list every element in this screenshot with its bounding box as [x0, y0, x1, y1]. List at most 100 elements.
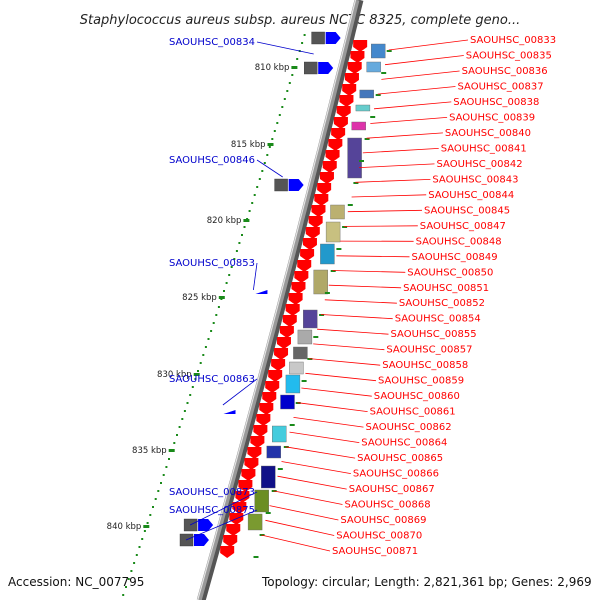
gene-tick — [342, 226, 348, 228]
kbp-label: 835 kbp — [132, 446, 167, 456]
scale-dot — [202, 354, 205, 356]
gene-label-reverse[interactable]: SAOUHSC_00838 — [453, 97, 539, 108]
reverse-gene-arrow — [339, 95, 354, 107]
gene-label-reverse[interactable]: SAOUHSC_00871 — [332, 546, 418, 557]
gene-label-reverse[interactable]: SAOUHSC_00852 — [399, 298, 485, 309]
annotation-block — [289, 361, 304, 375]
gene-label-reverse[interactable]: SAOUHSC_00845 — [424, 205, 510, 216]
annotation-block — [359, 89, 374, 99]
annotation-block — [280, 394, 295, 410]
gene-label-forward[interactable]: SAOUHSC_00875 — [169, 505, 255, 516]
gene-label-reverse[interactable]: SAOUHSC_00860 — [374, 391, 460, 402]
reverse-gene-arrow — [333, 117, 348, 129]
gene-label-forward[interactable]: SAOUHSC_00853 — [169, 258, 255, 269]
gene-label-reverse[interactable]: SAOUHSC_00859 — [378, 376, 464, 387]
gene-label-reverse[interactable]: SAOUHSC_00870 — [336, 531, 422, 542]
gene-label-reverse[interactable]: SAOUHSC_00837 — [458, 82, 544, 93]
gene-tick — [359, 160, 364, 162]
gene-label-reverse[interactable]: SAOUHSC_00849 — [412, 252, 498, 263]
leader-line — [388, 39, 469, 51]
scale-dot — [130, 570, 133, 572]
gene-tick — [265, 512, 271, 514]
gene-label-forward[interactable]: SAOUHSC_00863 — [169, 374, 255, 385]
gene-label-reverse[interactable]: SAOUHSC_00858 — [382, 360, 468, 371]
reverse-gene-arrow — [223, 535, 238, 547]
leader-line — [289, 431, 360, 443]
scale-dot — [197, 370, 199, 372]
gene-tick — [319, 314, 325, 316]
reverse-gene-arrow — [259, 403, 274, 415]
scale-dot — [301, 42, 304, 44]
gene-label-reverse[interactable]: SAOUHSC_00843 — [432, 174, 518, 185]
map-title: Staphylococcus aureus subsp. aureus NCTC… — [80, 13, 521, 28]
gene-label-reverse[interactable]: SAOUHSC_00850 — [407, 267, 493, 278]
gene-label-reverse[interactable]: SAOUHSC_00840 — [445, 128, 531, 139]
reverse-gene-arrow — [265, 381, 280, 393]
annotation-block — [355, 104, 371, 112]
leader-line — [320, 314, 393, 320]
reverse-gene-arrow — [336, 106, 351, 118]
leader-line — [253, 262, 258, 291]
gene-label-reverse[interactable]: SAOUHSC_00841 — [441, 143, 527, 154]
gene-label-reverse[interactable]: SAOUHSC_00833 — [470, 35, 556, 46]
scale-dot — [135, 554, 138, 556]
gene-label-reverse[interactable]: SAOUHSC_00842 — [437, 159, 523, 170]
accession-label: Accession: NC_007795 — [8, 575, 144, 589]
gene-label-reverse[interactable]: SAOUHSC_00844 — [428, 190, 514, 201]
gene-label-reverse[interactable]: SAOUHSC_00847 — [420, 221, 506, 232]
gene-tick — [353, 182, 359, 184]
gene-label-reverse[interactable]: SAOUHSC_00865 — [357, 453, 443, 464]
reverse-gene-arrow — [328, 139, 343, 151]
scale-dot — [154, 498, 157, 500]
gene-label-reverse[interactable]: SAOUHSC_00864 — [361, 438, 447, 449]
gene-label-reverse[interactable]: SAOUHSC_00848 — [416, 236, 502, 247]
gene-label-reverse[interactable]: SAOUHSC_00866 — [353, 469, 439, 480]
gene-tick — [301, 380, 307, 382]
gene-label-reverse[interactable]: SAOUHSC_00836 — [462, 66, 548, 77]
leader-line — [373, 101, 452, 110]
reverse-gene-arrow — [311, 205, 326, 217]
forward-gene-arrow — [288, 179, 304, 191]
gene-label-reverse[interactable]: SAOUHSC_00869 — [340, 515, 426, 526]
annotation-block — [325, 221, 341, 243]
scale-dot — [238, 242, 241, 244]
scale-tick — [143, 525, 150, 528]
scale-dot — [133, 562, 136, 564]
gene-label-reverse[interactable]: SAOUHSC_00839 — [449, 112, 535, 123]
gene-label-forward[interactable]: SAOUHSC_00834 — [169, 37, 255, 48]
scale-dot — [288, 82, 291, 84]
gene-tick — [330, 270, 336, 272]
scale-dot — [186, 402, 189, 404]
gene-tick — [336, 248, 342, 250]
gene-label-reverse[interactable]: SAOUHSC_00861 — [370, 407, 456, 418]
annotation-block — [293, 346, 308, 360]
scale-dot — [189, 394, 192, 396]
reverse-gene-arrow — [253, 425, 268, 437]
kbp-label: 830 kbp — [157, 370, 192, 380]
reverse-gene-arrow — [291, 282, 306, 294]
gene-tick — [370, 116, 376, 118]
gene-label-reverse[interactable]: SAOUHSC_00835 — [466, 51, 552, 62]
leader-line — [256, 41, 314, 55]
leader-line — [362, 148, 439, 154]
scale-dot — [271, 138, 274, 140]
scale-dot — [256, 186, 259, 188]
gene-label-reverse[interactable]: SAOUHSC_00855 — [391, 329, 477, 340]
leader-line — [313, 343, 385, 351]
gene-label-forward[interactable]: SAOUHSC_00873 — [169, 487, 255, 498]
gene-label-reverse[interactable]: SAOUHSC_00857 — [386, 345, 472, 356]
annotation-block — [303, 309, 318, 329]
gene-label-reverse[interactable]: SAOUHSC_00862 — [366, 422, 452, 433]
gene-label-reverse[interactable]: SAOUHSC_00867 — [349, 484, 435, 495]
scale-dot — [168, 458, 170, 460]
reverse-gene-arrow — [238, 480, 253, 492]
kbp-label: 810 kbp — [255, 63, 290, 73]
gene-label-forward[interactable]: SAOUHSC_00846 — [169, 155, 255, 166]
gene-label-reverse[interactable]: SAOUHSC_00868 — [345, 500, 431, 511]
gene-label-reverse[interactable]: SAOUHSC_00851 — [403, 283, 489, 294]
annotation-block — [285, 374, 301, 394]
reverse-gene-arrow — [353, 40, 368, 52]
gene-label-reverse[interactable]: SAOUHSC_00854 — [395, 314, 481, 325]
leader-line — [261, 534, 331, 552]
